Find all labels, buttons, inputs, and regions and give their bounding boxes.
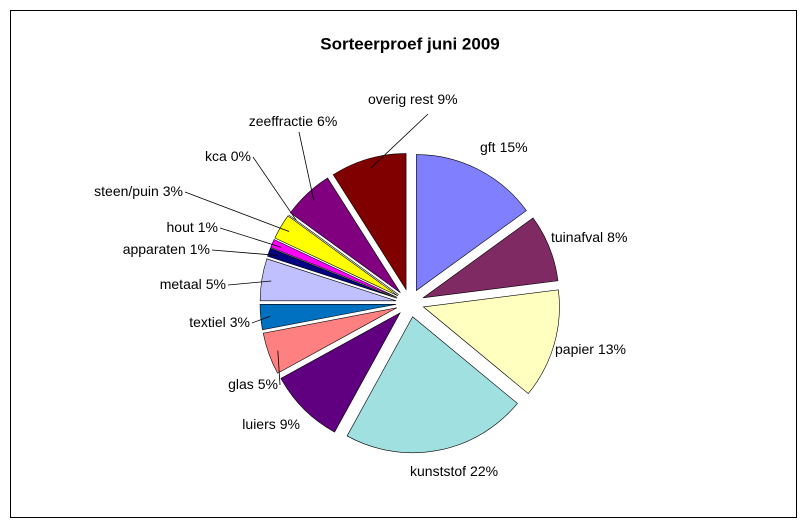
data-label: glas 5% [228,376,278,392]
value-label: 8% [607,229,627,245]
data-label: gft 15% [480,139,528,155]
pie-slice [332,153,407,291]
category-label: overig rest [368,91,433,107]
leader-line [227,280,272,286]
leader-line [184,191,290,232]
data-label: steen/puin 3% [94,183,183,199]
pie-slice [422,217,559,299]
pie-slice [416,154,527,292]
leader-line [211,249,278,256]
pie-slice [267,247,397,299]
category-label: apparaten [123,241,186,257]
chart-title: Sorteerproef juni 2009 [320,34,500,53]
data-label: textiel 3% [189,314,250,330]
category-label: textiel [189,314,226,330]
data-label: metaal 5% [160,276,226,292]
value-label: 0% [231,148,251,164]
value-label: 3% [230,314,250,330]
value-label: 13% [598,341,626,357]
value-label: 6% [317,113,337,129]
data-label: kca 0% [205,148,251,164]
category-label: zeeffractie [249,113,314,129]
value-label: 1% [198,219,218,235]
pie-slice [422,289,560,395]
category-label: metaal [160,276,202,292]
category-label: luiers [242,416,275,432]
pie-slice [280,312,401,433]
data-label: hout 1% [167,219,218,235]
category-label: kunststof [410,463,466,479]
data-label: zeeffractie 6% [249,113,338,129]
data-label: tuinafval 8% [551,229,627,245]
value-label: 9% [437,91,457,107]
data-label: papier 13% [555,341,626,357]
pie-slice [270,239,398,298]
pie-slice [259,258,397,302]
value-label: 22% [470,463,498,479]
category-label: gft [480,139,496,155]
value-label: 3% [163,183,183,199]
value-label: 5% [258,376,278,392]
leader-line [251,315,271,324]
leader-line [370,113,429,169]
pie-slice [262,307,397,374]
value-label: 9% [280,416,300,432]
category-label: tuinafval [551,229,603,245]
data-label: luiers 9% [242,416,300,432]
data-label: kunststof 22% [410,463,498,479]
pie-slice [289,177,401,294]
value-label: 15% [500,139,528,155]
leader-line [298,131,315,201]
pie-slice [259,304,397,331]
category-label: kca [205,148,227,164]
category-label: steen/puin [94,183,159,199]
data-label: overig rest 9% [368,91,458,107]
category-label: papier [555,341,594,357]
leader-line [277,350,281,386]
category-label: glas [228,376,254,392]
value-label: 5% [206,276,226,292]
data-label: apparaten 1% [123,241,210,257]
value-label: 1% [190,241,210,257]
pie-slice [346,316,518,454]
leader-line [219,227,282,248]
pie-slice [274,215,399,297]
leader-line [252,156,297,221]
category-label: hout [167,219,194,235]
